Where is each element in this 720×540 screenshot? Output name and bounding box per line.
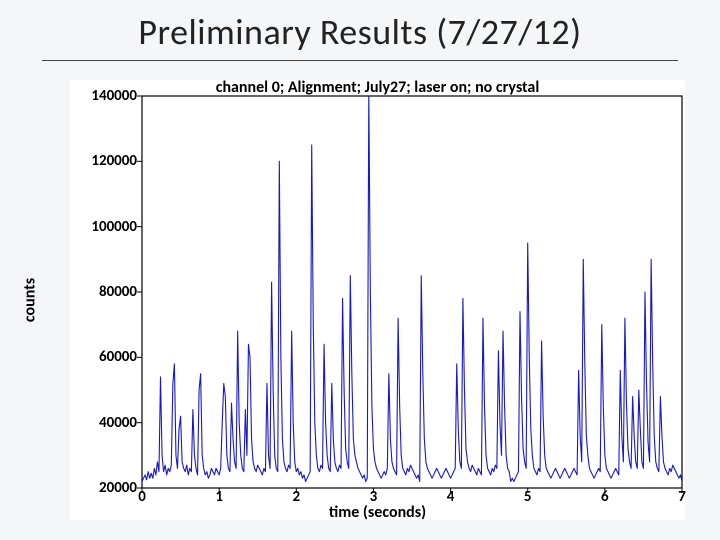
ytick-label: 120000 (67, 152, 137, 170)
ytick-label: 40000 (67, 414, 137, 432)
xtick-label: 3 (370, 488, 378, 506)
ytick-label: 140000 (67, 87, 137, 105)
slide: Preliminary Results (7/27/12) channel 0;… (0, 0, 720, 540)
y-axis-label: counts (21, 278, 40, 322)
xtick-label: 4 (447, 488, 455, 506)
xtick-label: 7 (678, 488, 686, 506)
ytick-label: 60000 (67, 348, 137, 366)
ytick-label: 80000 (67, 283, 137, 301)
ytick-label: 100000 (67, 218, 137, 236)
slide-title: Preliminary Results (7/27/12) (0, 10, 720, 54)
xtick-label: 6 (601, 488, 609, 506)
plot-svg (70, 80, 685, 520)
xtick-label: 1 (215, 488, 223, 506)
xtick-label: 2 (292, 488, 300, 506)
chart-area: channel 0; Alignment; July27; laser on; … (70, 80, 685, 520)
title-underline (42, 60, 678, 61)
xtick-label: 0 (138, 488, 146, 506)
xtick-label: 5 (524, 488, 532, 506)
ytick-label: 20000 (67, 479, 137, 497)
